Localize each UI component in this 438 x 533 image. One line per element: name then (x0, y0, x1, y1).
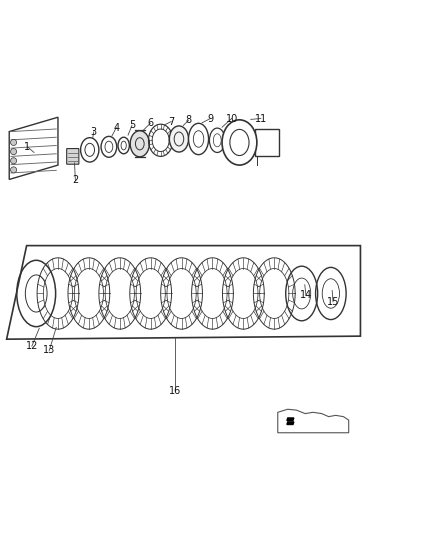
Text: 2: 2 (72, 175, 78, 185)
Text: 1: 1 (25, 142, 31, 152)
Text: 13: 13 (43, 345, 55, 356)
Circle shape (11, 158, 17, 164)
Text: 5: 5 (129, 120, 135, 131)
Polygon shape (7, 246, 360, 339)
Text: 14: 14 (300, 290, 312, 300)
Text: 9: 9 (207, 114, 213, 124)
Text: 10: 10 (226, 114, 238, 124)
Polygon shape (278, 409, 349, 433)
Circle shape (11, 140, 17, 146)
Ellipse shape (209, 128, 225, 152)
Text: 7: 7 (168, 117, 174, 126)
Text: 4: 4 (113, 123, 119, 133)
Ellipse shape (222, 120, 257, 165)
Text: 16: 16 (170, 385, 182, 395)
Text: 6: 6 (147, 118, 153, 128)
Circle shape (11, 167, 17, 173)
Text: 8: 8 (185, 115, 191, 125)
Text: 3: 3 (91, 127, 97, 137)
Text: 11: 11 (254, 114, 267, 124)
Ellipse shape (130, 131, 149, 157)
Ellipse shape (188, 123, 208, 155)
Polygon shape (287, 418, 294, 421)
Polygon shape (9, 117, 58, 180)
Text: 12: 12 (26, 341, 38, 351)
FancyBboxPatch shape (254, 129, 279, 156)
Polygon shape (287, 422, 294, 424)
Circle shape (11, 149, 17, 155)
Ellipse shape (170, 126, 188, 152)
Text: 15: 15 (327, 297, 339, 307)
FancyBboxPatch shape (67, 149, 79, 164)
